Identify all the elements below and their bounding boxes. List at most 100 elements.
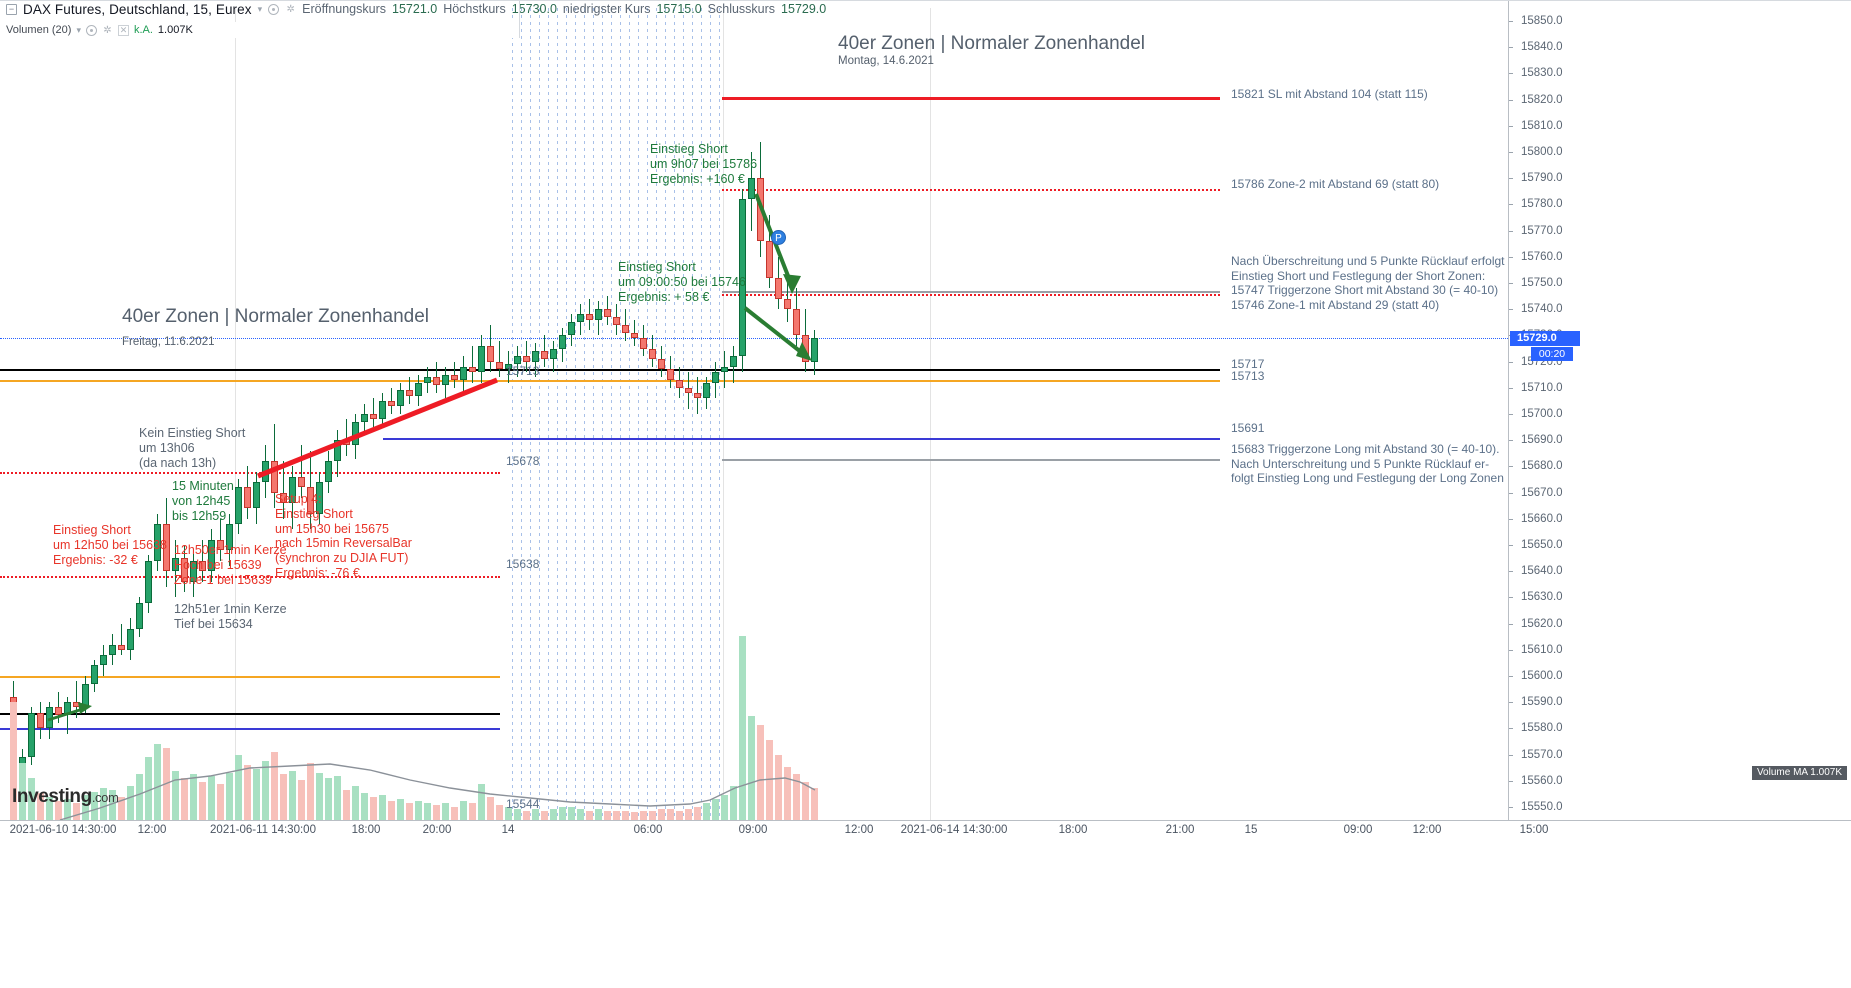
- volume-bar: [631, 812, 638, 820]
- price-level-line: [722, 97, 1220, 101]
- label-15717: 15717: [1231, 357, 1265, 371]
- candle: [181, 8, 188, 820]
- candle-body: [694, 393, 701, 399]
- label-15713: 15713: [1231, 369, 1265, 383]
- candle: [100, 8, 107, 820]
- candle: [721, 8, 728, 820]
- candle-body: [37, 712, 44, 729]
- time-tick: 2021-06-10 14:30:00: [9, 824, 117, 836]
- volume-bar: [811, 787, 818, 820]
- price-tick: 15580.0: [1509, 721, 1851, 735]
- chart-plot-area[interactable]: P: [0, 8, 1508, 820]
- session-separator: [930, 8, 931, 820]
- time-tick: 2021-06-14 14:30:00: [900, 824, 1008, 836]
- candle: [208, 8, 215, 820]
- candle-body: [316, 482, 323, 514]
- price-tick: 15640.0: [1509, 564, 1851, 578]
- candle: [748, 8, 755, 820]
- volume-bar: [127, 785, 134, 820]
- price-tick: 15840.0: [1509, 40, 1851, 54]
- symbol-caret-icon[interactable]: ▾: [257, 3, 263, 14]
- candle-body: [253, 482, 260, 509]
- candle: [28, 8, 35, 820]
- candle-body: [217, 539, 224, 551]
- candle-body: [415, 382, 422, 396]
- candle-wick: [625, 309, 626, 341]
- candle-body: [172, 558, 179, 572]
- candle-body: [91, 665, 98, 684]
- candle: [586, 8, 593, 820]
- price-tick: 15570.0: [1509, 748, 1851, 762]
- volume-bar: [622, 810, 629, 820]
- volume-bar: [352, 785, 359, 820]
- price-tick: 15660.0: [1509, 512, 1851, 526]
- candle-body: [784, 298, 791, 310]
- indicator-name[interactable]: Volumen (20): [6, 24, 72, 36]
- indicator-caret-icon[interactable]: ▾: [76, 24, 81, 35]
- collapse-icon[interactable]: −: [6, 3, 17, 15]
- gear-icon[interactable]: ✲: [286, 3, 295, 15]
- candle-body: [334, 440, 341, 462]
- volume-bar: [757, 725, 764, 820]
- candle: [541, 8, 548, 820]
- candle-body: [460, 366, 467, 380]
- session-gridline: [638, 8, 639, 820]
- symbol-title[interactable]: DAX Futures, Deutschland, 15, Eurex: [23, 1, 252, 17]
- price-level-line: [722, 458, 1220, 461]
- candle-body: [757, 178, 764, 242]
- label-short-zones: Nach Überschreitung und 5 Punkte Rücklau…: [1231, 254, 1505, 312]
- candle-wick: [301, 445, 302, 498]
- volume-bar: [217, 783, 224, 820]
- time-tick: 09:00: [738, 824, 768, 836]
- logo-name: Investing: [12, 786, 92, 807]
- high-label: Höchstkurs: [443, 2, 506, 16]
- price-tick: 15810.0: [1509, 119, 1851, 133]
- candle-body: [505, 364, 512, 370]
- price-axis[interactable]: 15850.0 15840.0 15830.0 15820.0 15810.0 15800…: [1508, 0, 1851, 820]
- session-gridline: [719, 8, 720, 820]
- indicator-visibility-icon[interactable]: [85, 24, 97, 36]
- candle: [91, 8, 98, 820]
- candle-body: [352, 421, 359, 446]
- volume-bar: [604, 810, 611, 820]
- candle: [703, 8, 710, 820]
- visibility-icon[interactable]: [268, 3, 280, 15]
- session-gridline: [665, 8, 666, 820]
- volume-bar: [145, 757, 152, 820]
- candle: [199, 8, 206, 820]
- indicator-na-value: k.A.: [133, 24, 153, 36]
- candle-body: [325, 461, 332, 483]
- price-tick: 15630.0: [1509, 590, 1851, 604]
- candle-body: [739, 199, 746, 357]
- candle: [478, 8, 485, 820]
- candle-body: [100, 654, 107, 666]
- candle-body: [298, 476, 305, 488]
- session-gridline: [548, 8, 549, 820]
- session-gridline: [647, 8, 648, 820]
- volume-bar: [793, 774, 800, 820]
- volume-bar: [262, 761, 269, 820]
- candle: [613, 8, 620, 820]
- price-tick: 15800.0: [1509, 145, 1851, 159]
- close-label: Schlusskurs: [707, 2, 776, 16]
- candle-body: [649, 348, 656, 359]
- indicator-close-icon[interactable]: ✕: [117, 24, 129, 36]
- volume-ma-badge: Volume MA 1.007K: [1751, 766, 1847, 780]
- price-level-line: [0, 675, 500, 678]
- position-marker-badge[interactable]: P: [771, 230, 786, 245]
- volume-bar: [316, 772, 323, 820]
- candle-body: [811, 338, 818, 362]
- candle-body: [397, 390, 404, 407]
- volume-bar: [298, 780, 305, 820]
- left-session-title: 40er Zonen | Normaler Zonenhandel: [122, 306, 430, 327]
- time-axis[interactable]: 2021-06-10 14:30:00 12:00 2021-06-11 14:30…: [0, 820, 1851, 842]
- indicator-gear-icon[interactable]: ✲: [103, 24, 112, 36]
- price-tick: 15740.0: [1509, 302, 1851, 316]
- session-gridline: [539, 8, 540, 820]
- time-tick: 12:00: [137, 824, 167, 836]
- open-value: 15721.0: [392, 2, 438, 16]
- volume-bar: [703, 802, 710, 820]
- volume-bar: [496, 804, 503, 820]
- candle: [145, 8, 152, 820]
- price-level-line: [0, 379, 1220, 382]
